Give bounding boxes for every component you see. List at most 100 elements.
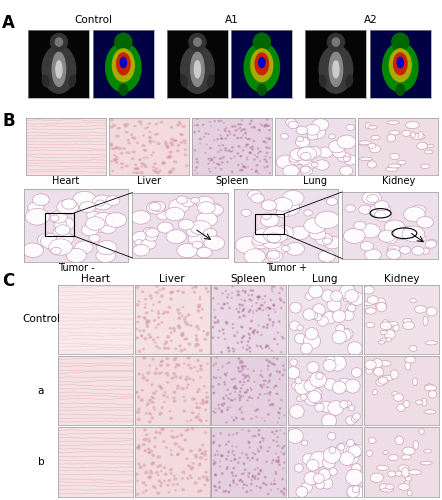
Circle shape <box>96 248 116 262</box>
Circle shape <box>325 466 332 471</box>
Ellipse shape <box>199 296 201 298</box>
Ellipse shape <box>194 454 197 456</box>
Circle shape <box>145 233 157 241</box>
Circle shape <box>289 154 303 165</box>
Circle shape <box>252 236 267 246</box>
Ellipse shape <box>239 304 240 306</box>
Circle shape <box>290 359 297 366</box>
Ellipse shape <box>225 444 227 445</box>
Ellipse shape <box>182 478 183 479</box>
Ellipse shape <box>206 479 209 481</box>
Ellipse shape <box>152 462 154 464</box>
Circle shape <box>336 328 351 342</box>
Ellipse shape <box>182 488 184 491</box>
Ellipse shape <box>241 418 242 420</box>
Ellipse shape <box>136 304 139 306</box>
Ellipse shape <box>174 376 177 378</box>
Text: Kidney: Kidney <box>384 274 419 283</box>
Ellipse shape <box>263 141 265 142</box>
Ellipse shape <box>200 403 202 404</box>
Ellipse shape <box>255 410 256 412</box>
Ellipse shape <box>155 171 157 172</box>
Ellipse shape <box>194 38 201 46</box>
Ellipse shape <box>187 314 190 316</box>
Ellipse shape <box>263 440 264 441</box>
Ellipse shape <box>412 378 417 386</box>
Ellipse shape <box>142 348 145 350</box>
Circle shape <box>400 226 409 232</box>
Ellipse shape <box>198 407 200 409</box>
Ellipse shape <box>197 310 200 312</box>
Ellipse shape <box>402 468 409 477</box>
Ellipse shape <box>258 153 259 154</box>
Circle shape <box>345 379 360 393</box>
Circle shape <box>151 202 165 211</box>
Circle shape <box>192 241 203 248</box>
Ellipse shape <box>170 418 173 420</box>
Ellipse shape <box>134 164 137 166</box>
Circle shape <box>309 308 321 320</box>
Ellipse shape <box>173 372 175 374</box>
Circle shape <box>358 205 372 214</box>
Ellipse shape <box>380 322 392 330</box>
Ellipse shape <box>243 463 245 464</box>
Ellipse shape <box>188 378 190 379</box>
Ellipse shape <box>227 297 228 298</box>
Ellipse shape <box>149 294 152 296</box>
Ellipse shape <box>279 298 281 300</box>
Ellipse shape <box>240 130 242 132</box>
Ellipse shape <box>239 408 240 410</box>
Ellipse shape <box>176 124 179 126</box>
Ellipse shape <box>195 346 197 347</box>
Ellipse shape <box>258 173 259 174</box>
Ellipse shape <box>221 138 223 140</box>
Circle shape <box>23 243 43 258</box>
Circle shape <box>329 468 337 475</box>
Ellipse shape <box>203 330 204 332</box>
Ellipse shape <box>154 342 156 343</box>
Ellipse shape <box>150 414 152 415</box>
Circle shape <box>321 478 333 489</box>
Ellipse shape <box>242 374 244 376</box>
Ellipse shape <box>156 286 158 287</box>
Ellipse shape <box>202 399 204 400</box>
Circle shape <box>345 205 355 212</box>
Circle shape <box>298 138 309 145</box>
Ellipse shape <box>375 302 387 309</box>
Ellipse shape <box>256 164 258 166</box>
Ellipse shape <box>176 436 178 438</box>
Ellipse shape <box>258 296 259 298</box>
Ellipse shape <box>247 345 248 346</box>
Ellipse shape <box>195 334 198 336</box>
Text: Lung: Lung <box>312 274 338 283</box>
Ellipse shape <box>174 442 177 445</box>
Ellipse shape <box>192 398 194 400</box>
Ellipse shape <box>158 432 161 434</box>
Ellipse shape <box>242 366 244 367</box>
Circle shape <box>349 405 355 411</box>
Ellipse shape <box>219 482 220 483</box>
Ellipse shape <box>256 459 258 460</box>
Circle shape <box>41 234 63 249</box>
Circle shape <box>351 416 358 422</box>
Ellipse shape <box>217 451 218 452</box>
Ellipse shape <box>168 306 171 308</box>
Circle shape <box>339 452 354 466</box>
Circle shape <box>75 241 93 254</box>
Ellipse shape <box>114 154 115 156</box>
Ellipse shape <box>148 123 150 124</box>
Ellipse shape <box>385 330 395 340</box>
Ellipse shape <box>201 317 202 318</box>
Ellipse shape <box>201 453 202 454</box>
Ellipse shape <box>199 298 201 300</box>
Circle shape <box>351 368 362 378</box>
Ellipse shape <box>260 374 262 376</box>
Circle shape <box>314 314 322 320</box>
Ellipse shape <box>257 448 258 450</box>
Ellipse shape <box>115 33 132 51</box>
Circle shape <box>53 228 65 236</box>
Ellipse shape <box>136 392 137 394</box>
Ellipse shape <box>222 366 223 367</box>
Circle shape <box>328 400 343 415</box>
Ellipse shape <box>252 290 254 292</box>
